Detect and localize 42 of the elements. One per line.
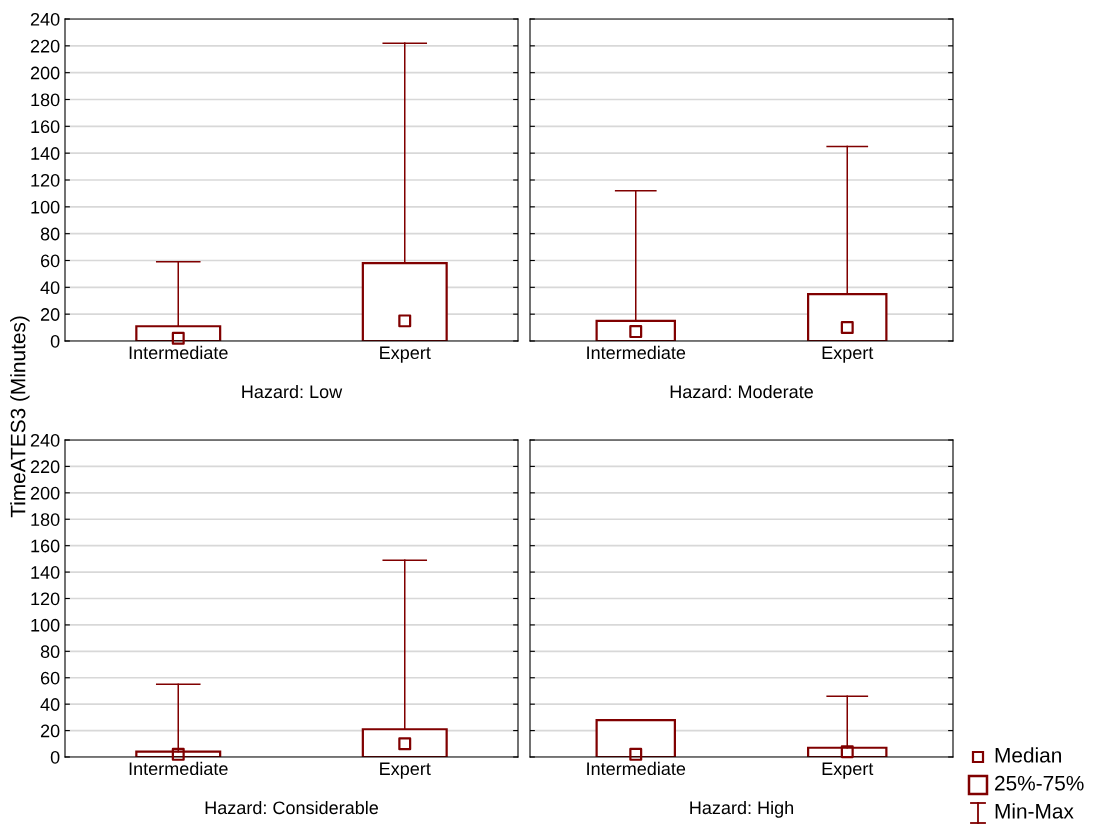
y-tick-label: 220 <box>30 39 60 53</box>
y-tick-label: 240 <box>30 433 60 447</box>
x-tick-label: Intermediate <box>587 345 686 360</box>
y-tick-label: 180 <box>31 513 60 526</box>
x-tick-label: Expert <box>380 346 431 363</box>
x-axis-title: Hazard: High <box>690 800 794 818</box>
x-tick-label: Intermediate <box>587 761 686 776</box>
y-tick-label: 140 <box>31 147 60 160</box>
y-tick-label: 200 <box>30 66 60 80</box>
y-tick-label: 0 <box>50 334 60 348</box>
y-tick-label: 80 <box>40 227 60 241</box>
y-tick-label: 120 <box>31 173 60 187</box>
x-axis-title: Hazard: Low <box>242 384 343 399</box>
y-tick-label: 100 <box>31 200 60 214</box>
y-tick-label: 200 <box>30 486 60 500</box>
x-tick-label: Intermediate <box>129 345 228 360</box>
y-tick-label: 0 <box>50 750 60 764</box>
x-axis-title: Hazard: Considerable <box>205 800 379 815</box>
y-tick-label: 80 <box>40 645 60 659</box>
x-tick-label: Expert <box>380 762 431 779</box>
y-tick-label: 40 <box>40 698 60 711</box>
y-axis-title: TimeATES3 (Minutes) <box>10 316 30 518</box>
y-tick-label: 160 <box>31 120 60 134</box>
y-tick-label: 180 <box>31 93 60 107</box>
text: Median <box>995 747 1061 763</box>
y-tick-label: 140 <box>31 566 60 579</box>
x-tick-label: Intermediate <box>129 761 228 776</box>
y-tick-label: 60 <box>40 671 60 685</box>
y-tick-label: 220 <box>30 460 60 474</box>
x-axis-title: Hazard: Moderate <box>670 384 813 399</box>
y-tick-label: 20 <box>40 308 60 321</box>
x-tick-label: Expert <box>822 346 874 363</box>
text: 25%-75% <box>995 775 1084 791</box>
y-tick-label: 120 <box>31 592 60 606</box>
x-tick-label: Expert <box>822 762 874 779</box>
text: Min-Max <box>995 803 1074 819</box>
y-tick-label: 100 <box>31 618 60 632</box>
y-tick-label: 60 <box>40 254 60 268</box>
y-tick-label: 40 <box>40 281 60 295</box>
y-tick-label: 20 <box>40 724 60 738</box>
y-tick-label: 160 <box>31 539 60 553</box>
y-tick-label: 240 <box>30 12 60 26</box>
